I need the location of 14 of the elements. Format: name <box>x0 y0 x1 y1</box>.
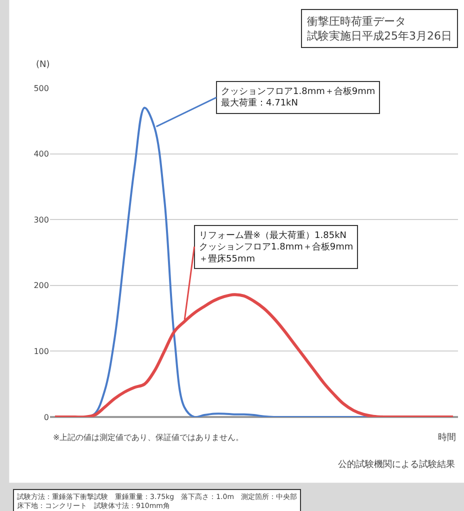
y-axis-title: (N) <box>36 60 50 70</box>
y-tick-label: 500 <box>34 84 49 93</box>
y-tick-label: 100 <box>34 347 49 356</box>
text: ※上記の値は測定値であり、保証値ではありません。 <box>53 433 244 442</box>
text: リフォーム畳※（最大荷重）1.85kN クッションフロア1.8mm＋合板9mm ＋畳床55mm <box>199 230 354 264</box>
text: 公的試験機関による試験結果 <box>338 459 455 470</box>
x-axis-title: 時間 <box>438 432 456 443</box>
y-tick-label: 400 <box>34 150 49 159</box>
chart-subtitle: 試験実施日平成25年3月26日 <box>307 29 452 42</box>
y-tick-label: 0 <box>44 412 49 422</box>
text: クッションフロア1.8mm＋合板9mm 最大荷重：4.71kN <box>221 86 376 109</box>
y-tick-label: 200 <box>34 281 49 290</box>
y-tick-label: 300 <box>34 215 49 224</box>
chart-title: 衝撃圧時荷重データ <box>307 15 406 28</box>
